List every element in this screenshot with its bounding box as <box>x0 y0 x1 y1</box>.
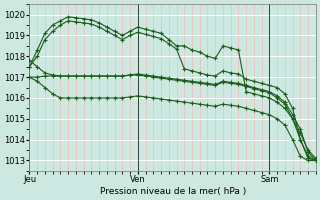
X-axis label: Pression niveau de la mer( hPa ): Pression niveau de la mer( hPa ) <box>100 187 246 196</box>
